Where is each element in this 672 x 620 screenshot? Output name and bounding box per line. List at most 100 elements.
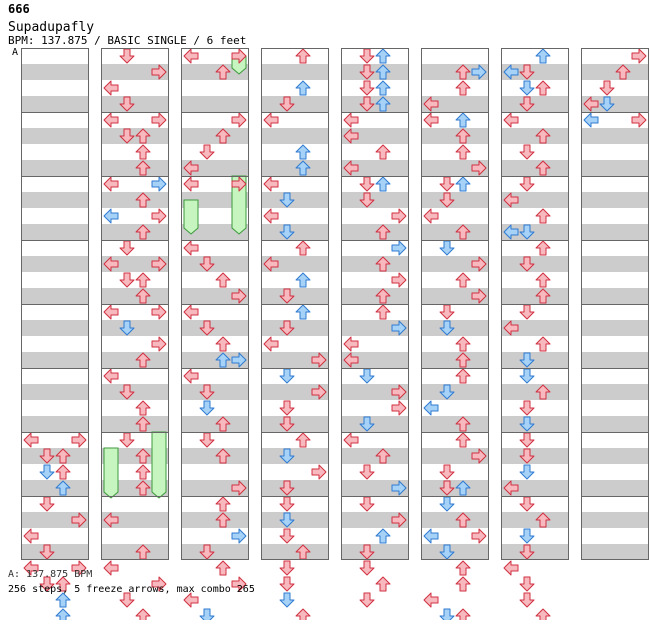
step-arrow-down-icon <box>39 496 55 512</box>
step-arrow-up-icon <box>135 352 151 368</box>
step-arrow-up-icon <box>135 416 151 432</box>
step-arrow-down-icon <box>519 448 535 464</box>
step-arrow-down-icon <box>199 608 215 620</box>
step-arrow-down-icon <box>519 304 535 320</box>
step-arrow-left-icon <box>183 240 199 256</box>
step-arrow-up-icon <box>295 304 311 320</box>
step-arrow-right-icon <box>71 432 87 448</box>
step-arrow-left-icon <box>503 64 519 80</box>
step-arrow-up-icon <box>455 416 471 432</box>
step-arrow-up-icon <box>135 400 151 416</box>
step-arrow-right-icon <box>391 208 407 224</box>
step-arrow-down-icon <box>39 576 55 592</box>
step-arrow-up-icon <box>215 448 231 464</box>
step-arrow-left-icon <box>423 208 439 224</box>
step-arrow-right-icon <box>391 480 407 496</box>
step-arrow-down-icon <box>279 416 295 432</box>
step-arrow-down-icon <box>519 96 535 112</box>
step-arrow-down-icon <box>439 240 455 256</box>
step-arrow-right-icon <box>151 64 167 80</box>
step-arrow-left-icon <box>503 560 519 576</box>
step-arrow-down-icon <box>439 464 455 480</box>
step-arrow-up-icon <box>295 160 311 176</box>
step-arrow-left-icon <box>183 592 199 608</box>
step-arrow-up-icon <box>535 288 551 304</box>
step-arrow-right-icon <box>231 48 247 64</box>
step-arrow-up-icon <box>455 608 471 620</box>
step-arrow-left-icon <box>263 256 279 272</box>
step-arrow-up-icon <box>215 560 231 576</box>
step-arrow-right-icon <box>471 256 487 272</box>
step-arrow-down-icon <box>119 48 135 64</box>
step-arrow-down-icon <box>279 496 295 512</box>
step-arrow-down-icon <box>519 176 535 192</box>
step-arrow-down-icon <box>439 608 455 620</box>
freeze-arrow <box>103 447 119 499</box>
step-arrow-down-icon <box>39 464 55 480</box>
step-arrow-down-icon <box>199 544 215 560</box>
step-arrow-right-icon <box>231 112 247 128</box>
step-arrow-up-icon <box>215 64 231 80</box>
step-arrow-up-icon <box>135 608 151 620</box>
step-arrow-up-icon <box>135 448 151 464</box>
step-arrow-left-icon <box>103 368 119 384</box>
step-arrow-up-icon <box>295 80 311 96</box>
step-arrow-up-icon <box>455 512 471 528</box>
step-arrow-up-icon <box>375 48 391 64</box>
step-arrow-left-icon <box>343 432 359 448</box>
step-arrow-left-icon <box>583 112 599 128</box>
step-arrow-up-icon <box>375 80 391 96</box>
step-arrow-right-icon <box>311 352 327 368</box>
step-arrow-up-icon <box>295 240 311 256</box>
step-arrow-down-icon <box>279 320 295 336</box>
step-arrow-down-icon <box>359 80 375 96</box>
step-arrow-left-icon <box>263 336 279 352</box>
step-arrow-down-icon <box>519 368 535 384</box>
step-arrow-down-icon <box>519 144 535 160</box>
step-arrow-left-icon <box>503 224 519 240</box>
step-arrow-up-icon <box>375 256 391 272</box>
step-arrow-down-icon <box>119 592 135 608</box>
step-arrow-down-icon <box>279 192 295 208</box>
step-arrow-right-icon <box>471 288 487 304</box>
freeze-arrow <box>183 199 199 235</box>
step-arrow-up-icon <box>55 576 71 592</box>
step-arrow-down-icon <box>519 544 535 560</box>
step-arrow-up-icon <box>295 432 311 448</box>
step-arrow-down-icon <box>439 384 455 400</box>
step-arrow-left-icon <box>103 560 119 576</box>
step-arrow-down-icon <box>199 144 215 160</box>
step-arrow-left-icon <box>343 160 359 176</box>
step-arrow-down-icon <box>439 192 455 208</box>
step-arrow-down-icon <box>279 560 295 576</box>
step-arrow-up-icon <box>455 560 471 576</box>
song-info: BPM: 137.875 / BASIC SINGLE / 6 feet <box>8 34 247 47</box>
step-arrow-down-icon <box>119 272 135 288</box>
song-title: Supadupafly <box>8 20 95 35</box>
step-arrow-down-icon <box>119 384 135 400</box>
step-arrow-left-icon <box>183 304 199 320</box>
step-arrow-left-icon <box>503 480 519 496</box>
step-arrow-up-icon <box>295 144 311 160</box>
step-arrow-left-icon <box>23 432 39 448</box>
step-arrow-down-icon <box>599 96 615 112</box>
step-arrow-down-icon <box>359 192 375 208</box>
step-arrow-right-icon <box>391 240 407 256</box>
step-arrow-down-icon <box>519 400 535 416</box>
step-arrow-up-icon <box>455 64 471 80</box>
step-arrow-up-icon <box>215 416 231 432</box>
step-arrow-down-icon <box>39 448 55 464</box>
step-arrow-right-icon <box>391 272 407 288</box>
step-arrow-down-icon <box>279 288 295 304</box>
step-arrow-up-icon <box>295 272 311 288</box>
step-arrow-down-icon <box>439 176 455 192</box>
step-arrow-up-icon <box>215 128 231 144</box>
step-arrow-up-icon <box>55 464 71 480</box>
step-arrow-left-icon <box>343 336 359 352</box>
step-arrow-left-icon <box>103 304 119 320</box>
step-arrow-up-icon <box>455 480 471 496</box>
step-arrow-down-icon <box>519 432 535 448</box>
step-arrow-left-icon <box>583 96 599 112</box>
step-arrow-up-icon <box>375 144 391 160</box>
